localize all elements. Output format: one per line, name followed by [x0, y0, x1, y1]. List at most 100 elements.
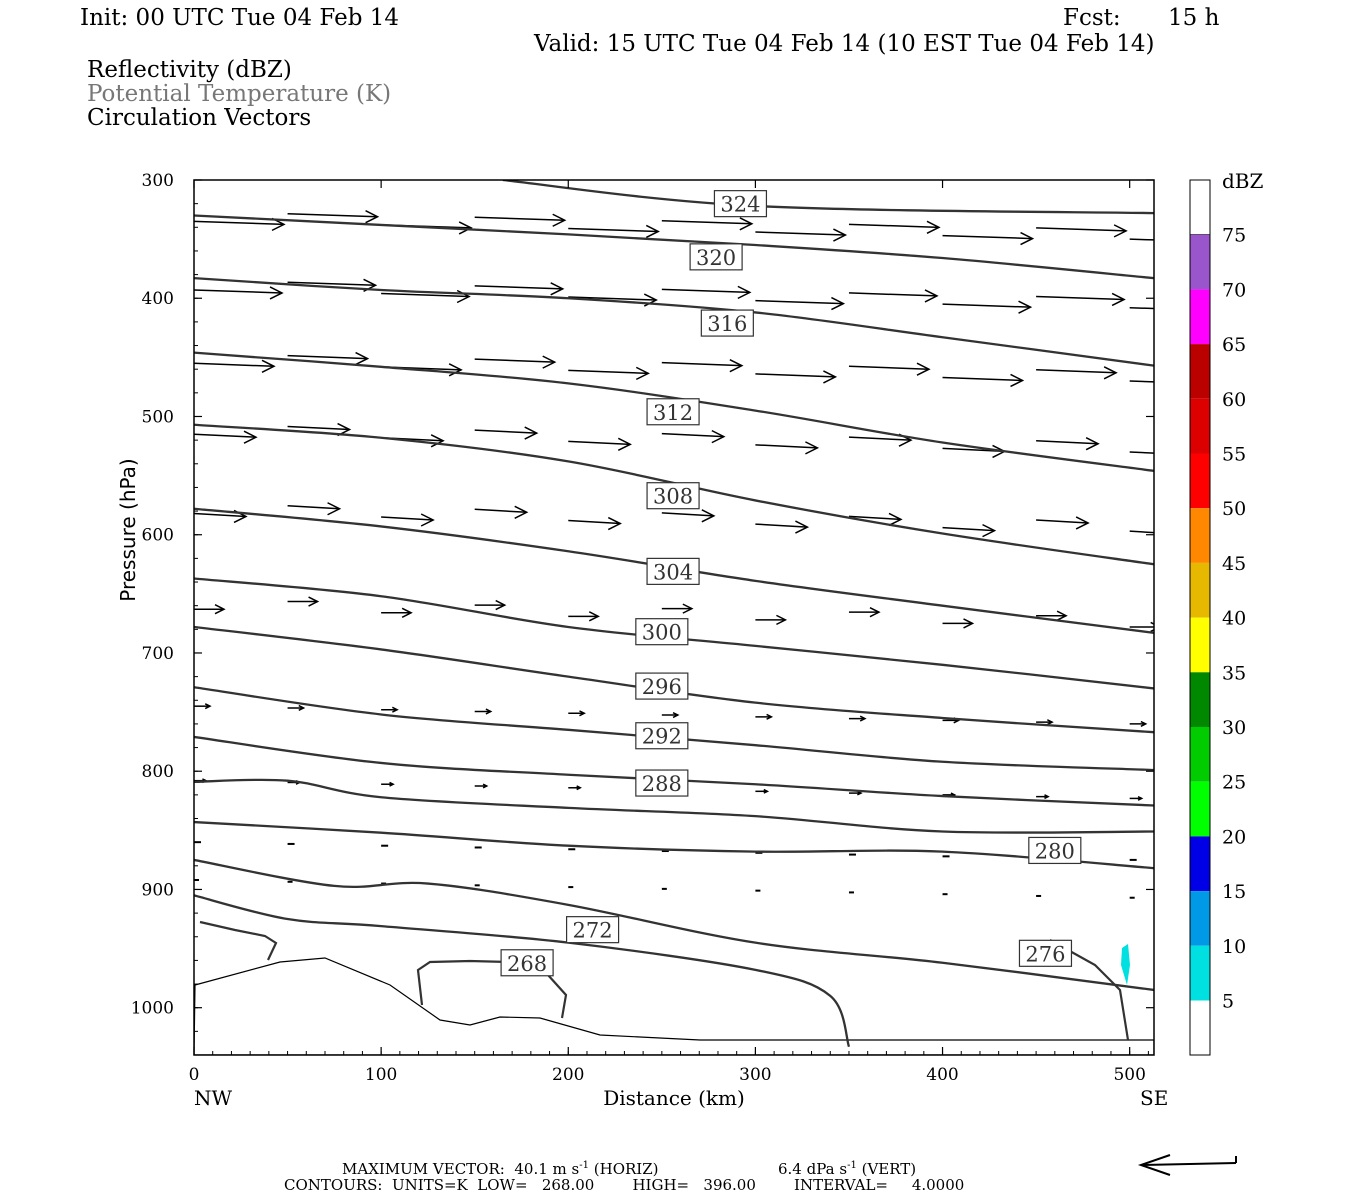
circulation-vector-head [635, 366, 650, 381]
circulation-vector [287, 281, 376, 287]
circulation-vector-head [579, 710, 586, 717]
circulation-vector [1129, 530, 1154, 534]
x-tick-label: 200 [552, 1065, 584, 1085]
colorbar-label: 35 [1222, 662, 1246, 684]
theta-contour-272 [194, 894, 851, 1048]
circulation-vector [287, 354, 368, 360]
contour-label: 276 [1025, 942, 1065, 966]
contour-label: 324 [720, 193, 760, 217]
contour-label: 320 [696, 246, 736, 270]
circulation-vector [755, 444, 818, 449]
colorbar-label: 25 [1222, 772, 1246, 794]
circulation-vector [194, 512, 247, 518]
contour-label-box [646, 482, 700, 510]
theta-contour-284 [194, 778, 1154, 834]
field-potential-temperature: Potential Temperature (K) [87, 81, 392, 107]
contour-label: 280 [1035, 839, 1075, 863]
circulation-vector-head [430, 434, 445, 448]
circulation-vector-head [1010, 373, 1025, 388]
circulation-vector-head [448, 363, 463, 377]
circulation-vector-head [576, 785, 582, 791]
contour-label: 304 [653, 560, 693, 584]
circulation-vector [848, 365, 929, 370]
circulation-vector [568, 519, 621, 525]
x-tick-label: 500 [1113, 1065, 1145, 1085]
circulation-vector-head [269, 286, 284, 300]
colorbar-frame [1189, 179, 1211, 1056]
circulation-vector-head [672, 711, 680, 719]
circulation-vector-head [982, 523, 997, 538]
circulation-vector-head [645, 224, 660, 239]
circulation-vector-head [701, 509, 716, 523]
circulation-vector [194, 433, 257, 438]
colorbar-segment [1190, 344, 1210, 399]
init-time: Init: 00 UTC Tue 04 Feb 14 [80, 5, 400, 31]
circulation-vector-head [588, 611, 600, 622]
contour-268 [199, 920, 1130, 1041]
circulation-vectors [194, 210, 1154, 899]
x-axis-left-end: NW [194, 1086, 233, 1110]
field-reflectivity: Reflectivity (dBZ) [87, 57, 292, 83]
circulation-vector [287, 505, 340, 510]
circulation-vector-head [482, 783, 489, 789]
contour-label-box [689, 243, 743, 271]
circulation-vector-head [204, 703, 212, 710]
max-vector-line: MAXIMUM VECTOR: 40.1 m s-1 (HORIZ) [342, 1157, 659, 1178]
contour-label-box [635, 618, 689, 646]
colorbar-label: 40 [1222, 608, 1246, 630]
circulation-vector-head [617, 437, 632, 451]
reference-vector-arrow [1137, 1154, 1237, 1176]
circulation-vector [661, 432, 724, 438]
y-tick-label: 300 [142, 171, 174, 191]
circulation-vector-head [1103, 366, 1118, 380]
contour-label: 316 [707, 312, 747, 336]
circulation-vector-head [524, 426, 539, 440]
circulation-vector [1129, 306, 1154, 310]
circulation-vector [1036, 369, 1117, 374]
colorbar-label: 30 [1222, 717, 1246, 739]
circulation-vector [661, 288, 750, 294]
circulation-vector [848, 515, 902, 521]
circulation-vector-head [859, 715, 867, 722]
circulation-vector-head [823, 370, 838, 384]
y-tick-label: 500 [142, 407, 174, 427]
circulation-vector [381, 292, 470, 298]
y-axis-title: Pressure (hPa) [116, 458, 140, 601]
circulation-vector [848, 223, 939, 229]
contour-label: 288 [642, 772, 682, 796]
contour-label-box [635, 769, 689, 797]
circulation-vector [755, 231, 846, 236]
circulation-vector-head [1044, 794, 1050, 800]
colorbar-segment [1190, 289, 1210, 345]
contour-label: 292 [642, 725, 682, 749]
circulation-vector [755, 373, 836, 378]
circulation-vector-head [550, 282, 565, 296]
circulation-vector-head [485, 708, 493, 715]
colorbar-segment [1190, 727, 1210, 782]
contour-label-box [1018, 939, 1073, 967]
circulation-vector-head [1020, 231, 1035, 246]
circulation-vector [848, 292, 937, 297]
colorbar-segment [1190, 508, 1210, 563]
horiz-tag: (HORIZ) [593, 1160, 659, 1178]
x-axis-title: Distance (km) [603, 1086, 745, 1110]
circulation-vector-head [1046, 719, 1054, 726]
contours-info: CONTOURS: UNITS=K LOW= 268.00 HIGH= 396.… [284, 1176, 965, 1194]
circulation-vector-head [365, 210, 380, 224]
colorbar-segment [1190, 945, 1210, 1001]
colorbar-label: 75 [1222, 225, 1246, 247]
colorbar-label: 70 [1222, 279, 1246, 301]
contour-label-box [565, 916, 620, 944]
contour-label: 268 [507, 952, 547, 976]
max-vector-label: MAXIMUM VECTOR: [342, 1160, 505, 1178]
circulation-vector-head [389, 781, 395, 787]
circulation-vector-head [495, 599, 507, 611]
x-tick-label: 300 [739, 1065, 771, 1085]
circulation-vector [474, 358, 555, 363]
contour-label-box [646, 398, 700, 426]
horiz-exponent: -1 [579, 1160, 589, 1171]
circulation-vector-head [308, 596, 320, 607]
circulation-vector-head [607, 516, 622, 531]
y-tick-label: 600 [142, 526, 174, 546]
colorbar-label: 65 [1222, 334, 1246, 356]
